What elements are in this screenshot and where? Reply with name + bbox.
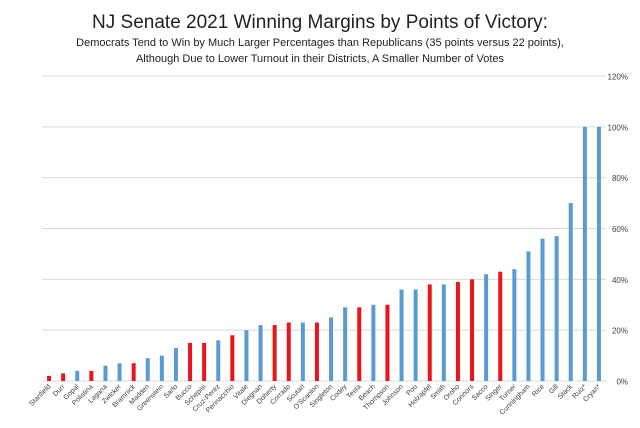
x-tick-label: Stanfield [28,383,52,407]
bar-scutari [300,322,305,381]
bar-bucco [188,342,193,381]
y-tick-label: 0% [616,378,628,387]
y-tick-label: 60% [612,225,628,234]
bar-singleton [329,317,334,381]
bar-diegnan [258,325,263,381]
bar-stanfield [47,375,52,381]
bar-durr [61,373,66,381]
bar-johnson [399,289,404,381]
bar-lagana [103,365,108,381]
y-tick-label: 100% [608,123,628,132]
bar-rice [540,238,545,381]
chart-title: NJ Senate 2021 Winning Margins by Points… [92,12,548,33]
x-tick-label: Stack [557,383,575,401]
bar-gill [554,236,559,381]
bar-stack [568,203,573,381]
bar-cryan [596,126,601,381]
bar-madden [145,358,150,381]
bar-gopal [75,370,80,381]
bar-schepisi [202,342,207,381]
bar-bramnick [131,363,136,381]
bar-corrado [286,322,291,381]
bar-holzapfel [427,284,432,381]
bar-turner [512,269,517,381]
bar-pou [413,289,418,381]
bar-vitale [244,330,249,381]
bar-beach [371,304,376,381]
bar-greenstein [159,355,164,381]
bar-singer [498,271,503,381]
chart-subtitle-line-1: Democrats Tend to Win by Much Larger Per… [76,37,564,49]
bar-connors [470,279,475,381]
bar-cruzperez [216,340,221,381]
chart-subtitle-line-2: Although Due to Lower Turnout in their D… [135,53,505,65]
y-tick-label: 40% [612,276,628,285]
bar-testa [357,307,362,381]
y-tick-label: 120% [608,73,628,82]
x-tick-label: Codey [329,383,349,403]
bar-polistina [89,370,94,381]
bar-sacco [484,274,489,381]
x-tick-label: Rice [531,383,546,398]
bar-cunningham [526,251,531,381]
y-tick-label: 80% [612,174,628,183]
y-tick-label: 20% [612,327,628,336]
bar-pennacchio [230,335,235,381]
bar-doherty [272,325,277,381]
bar-zwicker [117,363,122,381]
bar-ruiz [582,126,587,381]
bar-smith [441,284,446,381]
bar-oroho [455,281,460,381]
bar-oscanlon [314,322,319,381]
bar-sarlo [173,347,178,381]
bar-codey [343,307,348,381]
bar-thompson [385,304,390,381]
